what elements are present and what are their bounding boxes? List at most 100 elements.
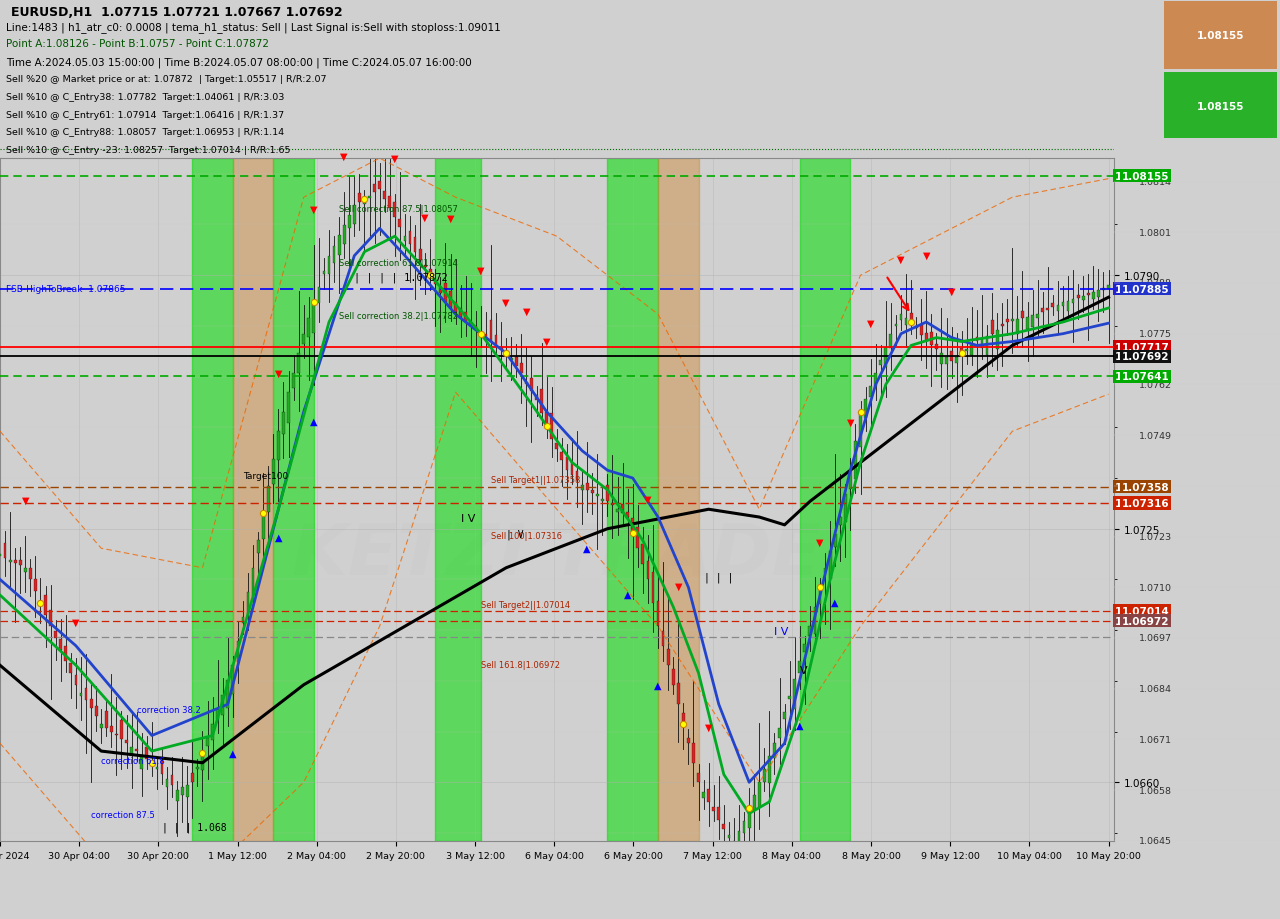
Bar <box>602 499 604 501</box>
Text: 1.0697: 1.0697 <box>1139 634 1171 642</box>
Bar <box>799 662 801 674</box>
Bar <box>879 360 882 366</box>
Bar <box>616 510 620 513</box>
Text: 1.07358: 1.07358 <box>1121 482 1170 492</box>
Bar <box>348 216 351 228</box>
Bar <box>160 760 164 774</box>
Text: ▼: ▼ <box>477 266 485 275</box>
Bar <box>931 333 933 346</box>
Text: 1.0814: 1.0814 <box>1139 178 1171 187</box>
Text: 1.06972: 1.06972 <box>1115 616 1162 626</box>
Bar <box>778 728 781 738</box>
Text: 1.07717: 1.07717 <box>1121 342 1170 352</box>
Bar <box>980 339 983 348</box>
Bar <box>950 352 954 361</box>
Bar <box>490 321 493 342</box>
Text: 1.08155: 1.08155 <box>1121 172 1170 182</box>
Text: I V: I V <box>774 627 788 636</box>
Text: ▼: ▼ <box>705 722 713 732</box>
Bar <box>545 413 548 426</box>
Bar <box>383 192 387 199</box>
Text: ▼: ▼ <box>72 617 79 627</box>
Bar <box>662 631 664 646</box>
Text: ▼: ▼ <box>846 417 854 427</box>
Bar <box>494 335 498 346</box>
Bar <box>1076 295 1079 299</box>
Bar <box>753 796 755 811</box>
Bar <box>605 485 609 502</box>
Bar <box>393 203 397 218</box>
Text: ▼: ▼ <box>310 205 317 214</box>
Bar <box>485 335 488 338</box>
Bar <box>621 505 623 514</box>
Bar <box>869 386 872 398</box>
Bar <box>646 562 649 580</box>
Text: Sell 161.8|1.06972: Sell 161.8|1.06972 <box>481 661 559 669</box>
Bar <box>1032 316 1034 328</box>
Bar <box>211 724 214 740</box>
Text: | | | 1.068: | | | 1.068 <box>163 822 227 832</box>
Bar <box>353 206 356 225</box>
Bar <box>874 373 877 387</box>
Bar <box>358 194 361 202</box>
Text: 1.07316: 1.07316 <box>1115 498 1162 508</box>
Text: 1.08155: 1.08155 <box>1115 172 1162 182</box>
Bar <box>1061 303 1065 307</box>
Bar <box>854 441 856 479</box>
Bar <box>429 269 431 276</box>
Text: | | |: | | | <box>704 572 733 583</box>
Bar <box>216 709 219 720</box>
Text: 1.07358: 1.07358 <box>1115 482 1162 492</box>
Bar <box>141 755 143 769</box>
Bar <box>504 352 508 354</box>
Bar <box>398 220 401 228</box>
Bar <box>975 337 978 342</box>
Bar <box>110 727 113 732</box>
Text: 1.07641: 1.07641 <box>1115 372 1162 381</box>
Bar <box>297 354 300 374</box>
Bar <box>1102 289 1105 290</box>
Bar <box>576 471 579 481</box>
Text: ▼: ▼ <box>275 369 282 379</box>
Bar <box>804 644 806 652</box>
Text: 1.08155: 1.08155 <box>1197 101 1244 111</box>
Text: ▼: ▼ <box>447 213 454 223</box>
Bar <box>424 267 426 268</box>
Text: 1.0801: 1.0801 <box>1139 229 1171 237</box>
Bar <box>499 348 503 350</box>
Bar <box>454 303 457 312</box>
Bar <box>1056 305 1060 312</box>
Text: 1.0788: 1.0788 <box>1139 279 1171 289</box>
Text: 1.07717: 1.07717 <box>1115 342 1162 352</box>
Bar <box>748 809 750 828</box>
Bar <box>120 720 123 740</box>
Bar <box>636 527 639 549</box>
Text: FSB-HighToBreak  1.07865: FSB-HighToBreak 1.07865 <box>5 285 125 294</box>
Bar <box>658 159 699 841</box>
Text: 1.07014: 1.07014 <box>1121 606 1170 616</box>
Bar <box>844 494 846 523</box>
Bar <box>758 782 760 808</box>
Bar <box>550 414 553 439</box>
Bar <box>271 459 275 484</box>
Bar <box>237 641 239 663</box>
Bar <box>737 831 740 845</box>
Text: V: V <box>800 665 808 675</box>
Bar <box>369 197 371 199</box>
Text: 1.0658: 1.0658 <box>1139 786 1171 795</box>
Bar <box>1071 300 1074 304</box>
Bar <box>800 159 850 841</box>
Bar <box>252 568 255 596</box>
Bar <box>105 711 108 728</box>
Bar <box>955 357 957 364</box>
Text: Sell 100|1.07316: Sell 100|1.07316 <box>492 532 562 541</box>
Text: ▲: ▲ <box>310 416 317 426</box>
Bar <box>282 413 285 434</box>
Text: Sell Target1||1.07358: Sell Target1||1.07358 <box>492 475 580 484</box>
Bar <box>1001 324 1004 326</box>
Bar <box>566 458 568 471</box>
Bar <box>915 326 918 329</box>
Text: I V: I V <box>461 514 475 523</box>
Text: ▼: ▼ <box>421 212 429 222</box>
Bar <box>136 749 138 751</box>
